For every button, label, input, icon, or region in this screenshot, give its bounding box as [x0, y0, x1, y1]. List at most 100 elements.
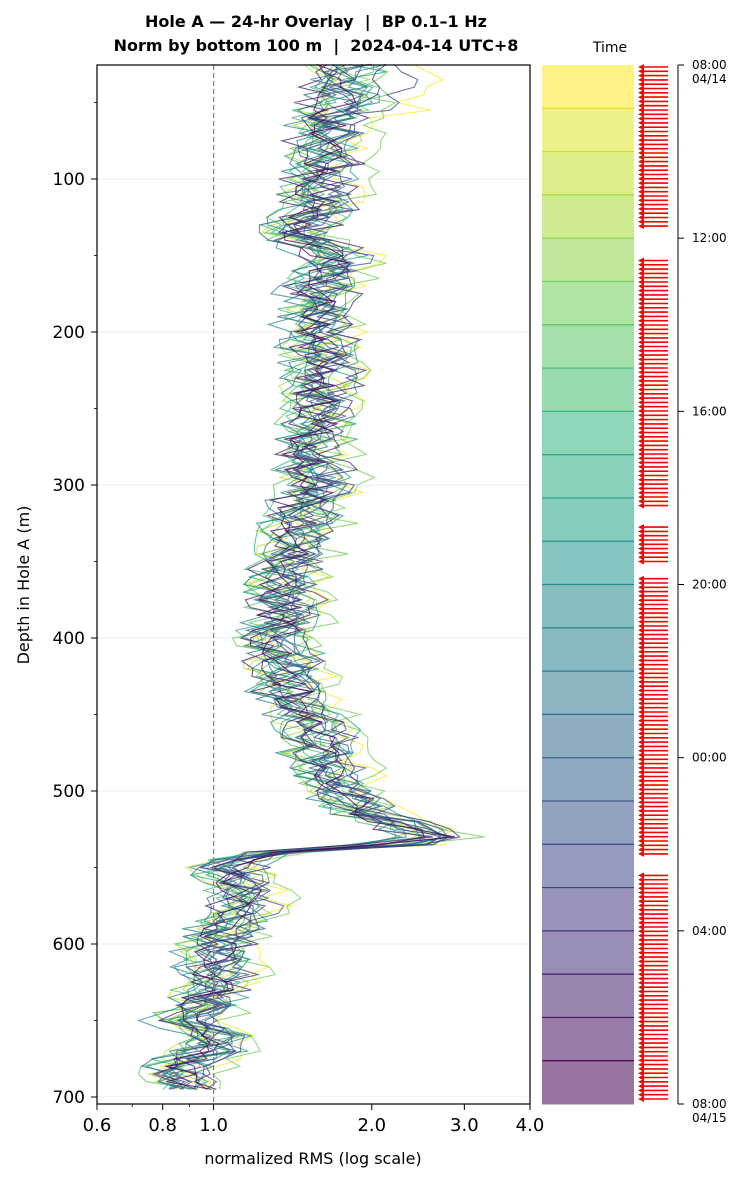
colorbar-band — [542, 151, 634, 196]
event-marker-head — [638, 769, 644, 776]
event-marker-head — [638, 674, 644, 681]
y-tick-label: 500 — [53, 782, 85, 802]
series-line — [140, 63, 403, 1090]
event-marker-head — [638, 1065, 644, 1072]
y-tick-label: 600 — [53, 935, 85, 955]
colorbar-band — [542, 454, 634, 499]
event-marker-head — [638, 334, 644, 341]
event-marker-head — [638, 872, 644, 879]
y-tick-label: 700 — [53, 1088, 85, 1108]
x-tick-label: 0.6 — [83, 1115, 112, 1136]
event-marker-head — [638, 162, 644, 169]
event-marker-head — [638, 1057, 644, 1064]
event-marker-head — [638, 967, 644, 973]
colorbar-band — [542, 627, 634, 672]
event-marker-head — [638, 451, 644, 457]
event-marker-head — [638, 812, 644, 819]
event-marker-head — [638, 825, 644, 832]
colorbar-band — [542, 844, 634, 889]
event-marker-head — [638, 1061, 644, 1068]
event-marker-head — [638, 782, 644, 789]
x-tick-label: 2.0 — [357, 1115, 386, 1136]
event-marker-head — [638, 605, 644, 612]
chart-title-line1: Hole A — 24-hr Overlay | BP 0.1–1 Hz — [145, 12, 487, 31]
event-marker-head — [638, 399, 644, 406]
event-marker-head — [638, 644, 644, 651]
event-marker-head — [638, 408, 644, 414]
event-marker-head — [638, 1087, 644, 1094]
event-marker-head — [638, 167, 644, 174]
event-marker-head — [638, 429, 644, 436]
event-marker-head — [638, 1040, 644, 1047]
x-tick-label: 3.0 — [450, 1115, 479, 1136]
colorbar-band — [542, 497, 634, 542]
event-marker-head — [638, 455, 644, 462]
colorbar-band — [542, 1060, 634, 1105]
event-marker-head — [638, 154, 644, 161]
event-marker-head — [638, 829, 644, 836]
event-marker-head — [638, 700, 644, 707]
event-marker-head — [638, 597, 644, 604]
colorbar-band — [542, 411, 634, 456]
event-marker-head — [638, 820, 644, 827]
colorbar-tick-label: 08:00 — [692, 58, 727, 72]
event-marker-head — [638, 726, 644, 733]
event-marker-head — [638, 541, 644, 548]
event-marker-head — [638, 928, 644, 935]
event-marker-head — [638, 885, 644, 892]
colorbar-band — [542, 800, 634, 845]
event-marker-head — [638, 468, 644, 475]
event-marker-head — [638, 1022, 644, 1029]
event-marker-head — [638, 945, 644, 952]
x-tick-label: 0.8 — [148, 1115, 177, 1136]
event-marker-head — [638, 339, 644, 346]
colorbar-tick-label: 04:00 — [692, 924, 727, 938]
event-marker-head — [638, 833, 644, 840]
event-marker-head — [638, 954, 644, 961]
series-line — [151, 63, 433, 1090]
event-marker-head — [638, 188, 644, 195]
event-marker-head — [638, 760, 644, 767]
event-marker-head — [638, 739, 644, 746]
event-marker-head — [638, 528, 644, 535]
x-tick-label: 4.0 — [516, 1115, 545, 1136]
y-axis-label: Depth in Hole A (m) — [14, 506, 33, 665]
event-marker-head — [638, 463, 644, 470]
event-marker-head — [638, 175, 644, 182]
event-marker-head — [638, 330, 644, 337]
event-marker-head — [638, 803, 644, 810]
event-marker-head — [638, 911, 644, 918]
event-marker-head — [638, 1070, 644, 1077]
event-marker-head — [638, 790, 644, 797]
event-marker-head — [638, 902, 644, 909]
event-marker-head — [638, 390, 644, 397]
event-marker-head — [638, 347, 644, 354]
event-marker-head — [638, 1083, 644, 1090]
event-marker-head — [638, 365, 644, 371]
event-marker-head — [638, 704, 644, 711]
event-marker-head — [638, 438, 644, 445]
event-marker-head — [638, 941, 644, 948]
event-marker-head — [638, 205, 644, 212]
event-marker-head — [638, 386, 644, 393]
event-marker-head — [638, 489, 644, 496]
event-marker-head — [638, 485, 644, 492]
event-marker-head — [638, 532, 644, 539]
plot-frame — [96, 64, 531, 1105]
event-marker-head — [638, 343, 644, 350]
event-marker-head — [638, 416, 644, 423]
event-marker-head — [638, 64, 644, 70]
event-marker-head — [638, 373, 644, 380]
event-marker-head — [638, 377, 644, 384]
event-marker-head — [638, 807, 644, 814]
colorbar-tick-label: 12:00 — [692, 231, 727, 245]
event-marker-head — [638, 580, 644, 586]
event-marker-head — [638, 678, 644, 685]
event-marker-head — [638, 158, 644, 165]
event-marker-head — [638, 756, 644, 763]
event-marker-head — [638, 193, 644, 199]
series-line — [211, 63, 485, 1090]
event-marker-head — [638, 1010, 644, 1016]
event-marker-head — [638, 747, 644, 754]
event-marker-head — [638, 89, 644, 96]
